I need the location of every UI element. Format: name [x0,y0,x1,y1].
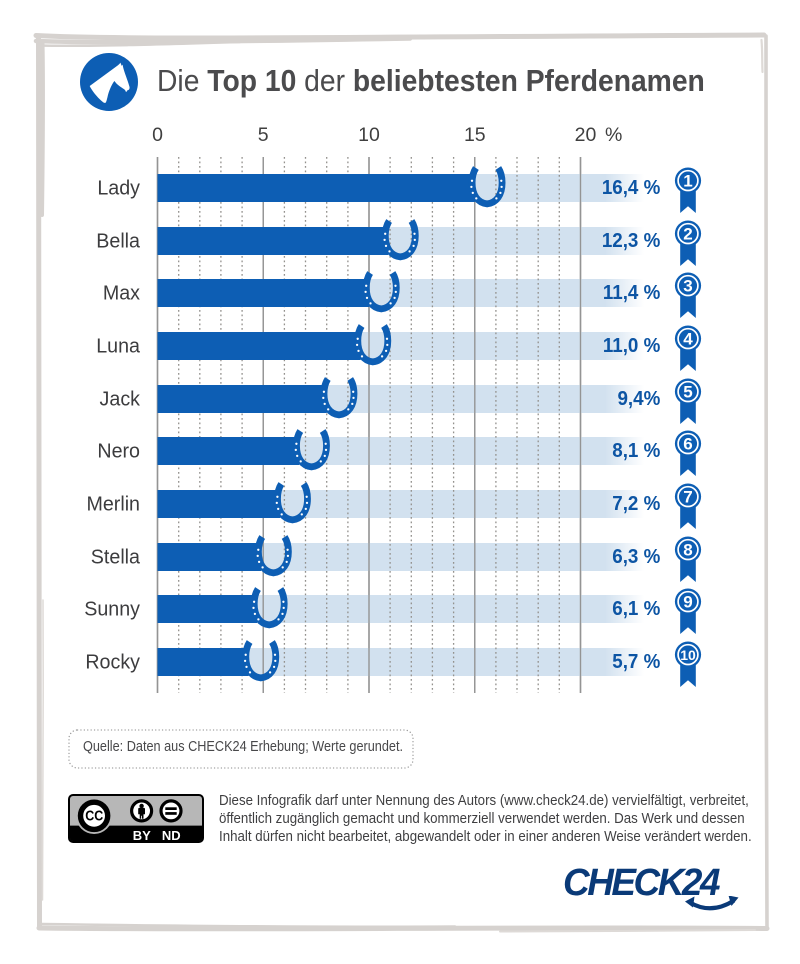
svg-text:9: 9 [683,593,692,612]
svg-text:7,2 %: 7,2 % [612,493,660,516]
svg-text:Max: Max [103,282,140,304]
svg-text:10: 10 [680,647,696,663]
svg-text:5,7 %: 5,7 % [612,651,660,674]
svg-text:4: 4 [683,330,693,349]
svg-text:BY: BY [132,828,150,843]
svg-text:Stella: Stella [91,546,141,568]
svg-text:8,1 %: 8,1 % [612,440,660,463]
svg-text:8: 8 [683,541,692,560]
svg-text:0: 0 [152,124,163,146]
svg-text:7: 7 [683,488,692,507]
svg-text:Rocky: Rocky [85,651,140,673]
svg-text:20: 20 [575,124,597,146]
svg-text:12,3 %: 12,3 % [602,230,660,253]
svg-text:Bella: Bella [96,230,141,252]
svg-text:9,4%: 9,4% [617,388,660,411]
svg-text:Merlin: Merlin [86,493,140,515]
svg-text:5: 5 [683,383,692,402]
svg-text:11,0 %: 11,0 % [603,335,660,358]
svg-text:Luna: Luna [96,335,141,357]
svg-text:CC: CC [85,809,103,825]
svg-text:6,3 %: 6,3 % [612,546,660,569]
svg-text:11,4 %: 11,4 % [603,282,660,305]
svg-text:%: % [605,124,622,146]
svg-text:15: 15 [464,124,486,146]
svg-text:16,4 %: 16,4 % [602,177,660,200]
svg-text:Sunny: Sunny [84,598,140,620]
svg-text:2: 2 [683,225,692,244]
svg-text:Lady: Lady [97,177,140,199]
svg-text:6: 6 [683,435,692,454]
svg-text:5: 5 [258,124,269,146]
svg-text:Nero: Nero [97,440,140,462]
svg-text:6,1 %: 6,1 % [612,598,660,621]
svg-text:1: 1 [683,172,692,191]
svg-text:ND: ND [162,828,181,843]
svg-text:10: 10 [358,124,380,146]
svg-text:3: 3 [683,277,692,296]
svg-text:Jack: Jack [100,388,141,410]
